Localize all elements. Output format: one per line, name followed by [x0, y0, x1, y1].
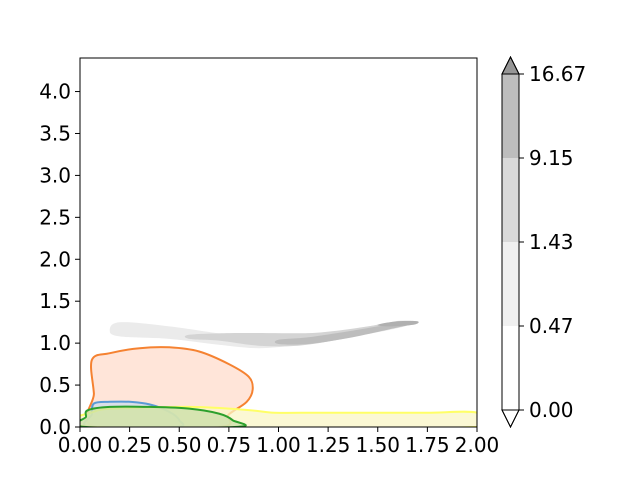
- x-tick-label: 1.25: [306, 433, 351, 457]
- y-tick-label: 2.0: [39, 247, 71, 271]
- y-tick-label: 0.5: [39, 373, 71, 397]
- y-tick-label: 3.5: [39, 121, 71, 145]
- x-tick-label: 0.50: [157, 433, 202, 457]
- x-tick-label: 2.00: [455, 433, 500, 457]
- x-tick-label: 0.75: [207, 433, 252, 457]
- y-tick-label: 2.5: [39, 205, 71, 229]
- y-tick-label: 1.5: [39, 289, 71, 313]
- colorbar-extend-min: [501, 409, 520, 429]
- filled-contour-3: [377, 320, 419, 327]
- filled-contour-2: [274, 322, 414, 345]
- contour-line-3: [80, 405, 247, 427]
- x-axis: 0.00 0.25 0.50 0.75 1.00 1.25 1.50 1.75 2.00: [58, 427, 500, 457]
- colorbar-tick-label: 0.00: [529, 398, 574, 422]
- filled-contour-1: [184, 320, 415, 347]
- y-tick-label: 4.0: [39, 80, 71, 104]
- colorbar-tick-label: 1.43: [529, 230, 574, 254]
- x-tick-label: 1.00: [256, 433, 301, 457]
- y-axis: 0.0 0.5 1.0 1.5 2.0 2.5 3.0 3.5 4.0: [39, 80, 80, 439]
- colorbar-tick-label: 16.67: [529, 62, 586, 86]
- x-tick-label: 0.00: [58, 433, 103, 457]
- x-tick-label: 1.50: [355, 433, 400, 457]
- x-tick-label: 1.75: [405, 433, 450, 457]
- colorbar-tick-label: 9.15: [529, 146, 574, 170]
- colorbar: 0.00 0.47 1.43 9.15 16.67: [501, 55, 586, 429]
- plot-area: [80, 58, 477, 427]
- colorbar-segment: [502, 242, 519, 326]
- y-tick-label: 1.0: [39, 331, 71, 355]
- colorbar-segment: [502, 326, 519, 410]
- colorbar-tick-label: 0.47: [529, 314, 574, 338]
- colorbar-segment: [502, 74, 519, 158]
- y-tick-label: 3.0: [39, 163, 71, 187]
- y-tick-label: 0.0: [39, 415, 71, 439]
- colorbar-segment: [502, 158, 519, 242]
- x-tick-label: 0.25: [107, 433, 152, 457]
- colorbar-extend-max: [501, 55, 520, 75]
